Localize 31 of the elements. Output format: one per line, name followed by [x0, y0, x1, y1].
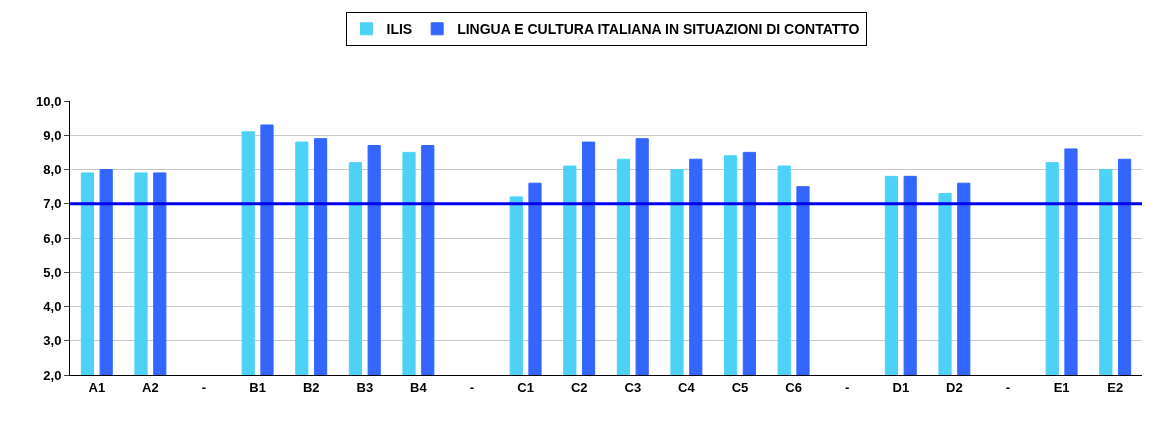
x-tick-label: B1 — [249, 379, 266, 395]
x-tick-label: B4 — [410, 379, 428, 395]
x-tick-label: A1 — [88, 379, 106, 395]
x-tick-label: C3 — [624, 379, 642, 395]
x-tick-label: B3 — [356, 379, 374, 395]
x-tick-label: C5 — [731, 379, 749, 395]
x-tick-label: A2 — [142, 379, 159, 395]
y-tick-label: 6,0 — [43, 230, 62, 246]
y-tick-label: 2,0 — [43, 367, 62, 383]
y-tick-label: 4,0 — [43, 299, 62, 315]
x-tick-label: E2 — [1107, 379, 1124, 395]
y-tick-label: 10,0 — [36, 93, 62, 109]
x-tick-label: B2 — [302, 379, 320, 395]
legend-label: ILIS — [386, 21, 413, 38]
x-tick-label: C1 — [517, 379, 534, 395]
x-tick-label: C2 — [570, 379, 588, 395]
x-tick-label: - — [1005, 379, 1011, 395]
x-tick-label: - — [469, 379, 475, 395]
y-tick-label: 8,0 — [43, 162, 62, 178]
legend-label: LINGUA E CULTURA ITALIANA IN SITUAZIONI DI CONTATTO — [457, 21, 860, 38]
x-tick-label: C4 — [678, 379, 696, 395]
x-tick-label: C6 — [785, 379, 802, 395]
x-tick-label: E1 — [1053, 379, 1070, 395]
x-tick-label: D2 — [946, 379, 963, 395]
y-tick-label: 5,0 — [43, 264, 62, 280]
y-tick-label: 7,0 — [43, 196, 62, 212]
x-tick-label: - — [845, 379, 850, 395]
x-tick-label: D1 — [892, 379, 910, 395]
x-tick-label: - — [201, 379, 207, 395]
y-tick-label: 9,0 — [43, 127, 62, 143]
y-tick-label: 3,0 — [43, 333, 62, 349]
